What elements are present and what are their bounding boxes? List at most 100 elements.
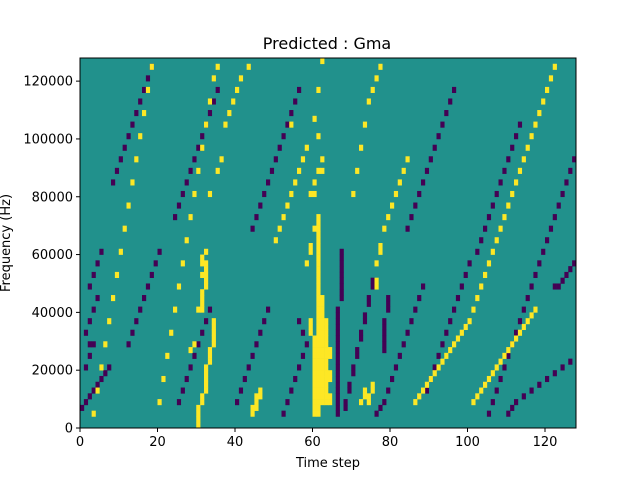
heatmap-cell-low [339, 260, 344, 267]
heatmap-cell-low [490, 202, 495, 209]
heatmap-cell-high [405, 156, 410, 163]
heatmap-cell-high [316, 329, 321, 336]
heatmap-cell-high [145, 86, 151, 93]
heatmap-cell-low [428, 156, 433, 163]
heatmap-cell-low [285, 399, 290, 406]
x-tick-label: 120 [533, 435, 558, 450]
heatmap-cell-high [374, 283, 379, 290]
heatmap-cell-high [390, 202, 395, 209]
heatmap-cell-low [269, 167, 275, 174]
heatmap-cell-high [320, 58, 325, 65]
heatmap-cell-high [316, 283, 321, 290]
heatmap-cell-low [502, 167, 507, 174]
heatmap-cell-low [277, 144, 282, 151]
heatmap-cell-high [471, 399, 476, 406]
heatmap-cell-low [246, 364, 251, 371]
heatmap-cell-low [440, 341, 445, 348]
heatmap-cell-high [312, 347, 317, 354]
heatmap-cell-high [320, 156, 325, 163]
heatmap-cell-low [452, 86, 457, 93]
heatmap-cell-high [316, 248, 321, 255]
heatmap-cell-high [370, 86, 375, 93]
heatmap-cell-low [335, 347, 340, 354]
heatmap-cell-low [355, 352, 360, 359]
heatmap-cell-low [463, 271, 468, 278]
heatmap-cell-low [421, 179, 426, 186]
heatmap-cell-low [95, 295, 100, 302]
heatmap-cell-high [184, 237, 189, 244]
heatmap-cell-low [238, 387, 244, 394]
heatmap-cell-high [525, 144, 530, 151]
heatmap-cell-high [157, 399, 162, 406]
heatmap-cell-low [355, 347, 360, 354]
heatmap-cell-high [537, 110, 542, 117]
heatmap-cell-low [483, 225, 488, 232]
heatmap-cell-high [238, 75, 244, 82]
heatmap-cell-low [250, 352, 255, 359]
heatmap-cell-low [386, 300, 391, 307]
heatmap-cell-low [87, 318, 92, 325]
y-tick-label: 80000 [32, 190, 73, 205]
low-cells [80, 63, 577, 417]
heatmap-cell-high [165, 352, 170, 359]
heatmap-cell-high [312, 341, 317, 348]
heatmap-cell-high [502, 214, 507, 221]
heatmap-cell-low [273, 156, 278, 163]
heatmap-cell-low [91, 271, 96, 278]
heatmap-cell-high [277, 225, 282, 232]
heatmap-cell-high [304, 260, 309, 267]
heatmap-cell-high [196, 167, 201, 174]
heatmap-cell-low [184, 179, 189, 186]
heatmap-cell-low [262, 190, 267, 198]
heatmap-cell-low [514, 329, 519, 336]
heatmap-cell-high [161, 375, 166, 383]
heatmap-cell-high [494, 237, 499, 244]
heatmap-cell-high [316, 399, 321, 406]
heatmap-cell-high [204, 375, 209, 383]
heatmap-cell-high [316, 86, 321, 93]
heatmap-cell-high [200, 271, 205, 278]
heatmap-cell-high [316, 341, 321, 348]
heatmap-cell-high [204, 277, 209, 284]
heatmap-cell-low [498, 375, 503, 383]
heatmap-cell-high [359, 399, 364, 406]
heatmap-cell-high [355, 167, 360, 174]
heatmap-cell-high [486, 375, 492, 383]
heatmap-cell-high [506, 202, 511, 209]
heatmap-cell-low [351, 370, 356, 377]
heatmap-cell-low [339, 295, 344, 302]
heatmap-cell-high [545, 86, 550, 93]
heatmap-cell-low [529, 283, 534, 290]
heatmap-cell-high [378, 63, 383, 70]
heatmap-cell-low [448, 318, 453, 325]
heatmap-cell-low [335, 404, 340, 411]
heatmap-cell-high [304, 144, 309, 151]
heatmap-cell-high [455, 335, 461, 342]
heatmap-cell-high [324, 335, 329, 342]
heatmap-cell-high [328, 352, 333, 359]
heatmap-cell-low [541, 248, 546, 255]
heatmap-cell-high [320, 335, 325, 342]
heatmap-cell-high [417, 393, 422, 400]
heatmap-cell-high [312, 335, 317, 342]
heatmap-cell-low [382, 347, 387, 354]
heatmap-cell-low [339, 271, 344, 278]
heatmap-cell-high [475, 393, 480, 400]
heatmap-cell-low [300, 352, 306, 359]
heatmap-cell-high [498, 225, 503, 232]
heatmap-cell-high [316, 266, 321, 273]
heatmap-cell-high [258, 393, 263, 400]
heatmap-cell-high [316, 260, 321, 267]
heatmap-cell-low [180, 190, 185, 198]
heatmap-cell-high [413, 399, 418, 406]
heatmap-cell-high [204, 364, 209, 371]
heatmap-cell-low [173, 214, 178, 221]
heatmap-cell-high [107, 318, 112, 325]
heatmap-cell-low [409, 318, 414, 325]
heatmap-cell-low [436, 352, 441, 359]
heatmap-cell-low [149, 271, 154, 278]
heatmap-cell-high [316, 295, 321, 302]
heatmap-cell-high [324, 323, 329, 331]
heatmap-cell-high [359, 144, 364, 151]
heatmap-cell-high [328, 399, 333, 406]
